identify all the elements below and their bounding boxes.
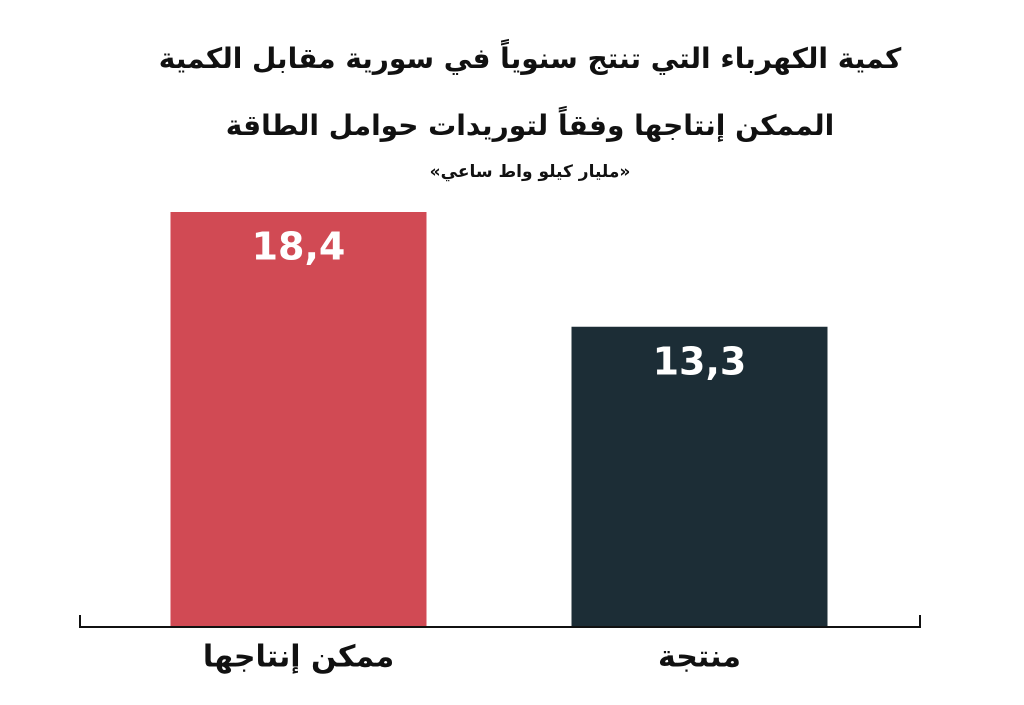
value-label: 18,4 <box>252 225 346 269</box>
chart-subtitle: «مليار كيلو واط ساعي» <box>430 162 631 182</box>
x-tick-label: ممكن إنتاجها <box>203 640 394 675</box>
x-tick-label: منتجة <box>658 640 741 675</box>
value-label: 13,3 <box>653 339 747 383</box>
chart-title: كمية الكهرباء التي تنتج سنوياً في سورية … <box>159 38 902 75</box>
chart-title: الممكن إنتاجها وفقاً لتوريدات حوامل الطا… <box>226 105 834 143</box>
baseline <box>79 615 921 628</box>
bar <box>571 326 828 626</box>
bar <box>170 212 427 626</box>
